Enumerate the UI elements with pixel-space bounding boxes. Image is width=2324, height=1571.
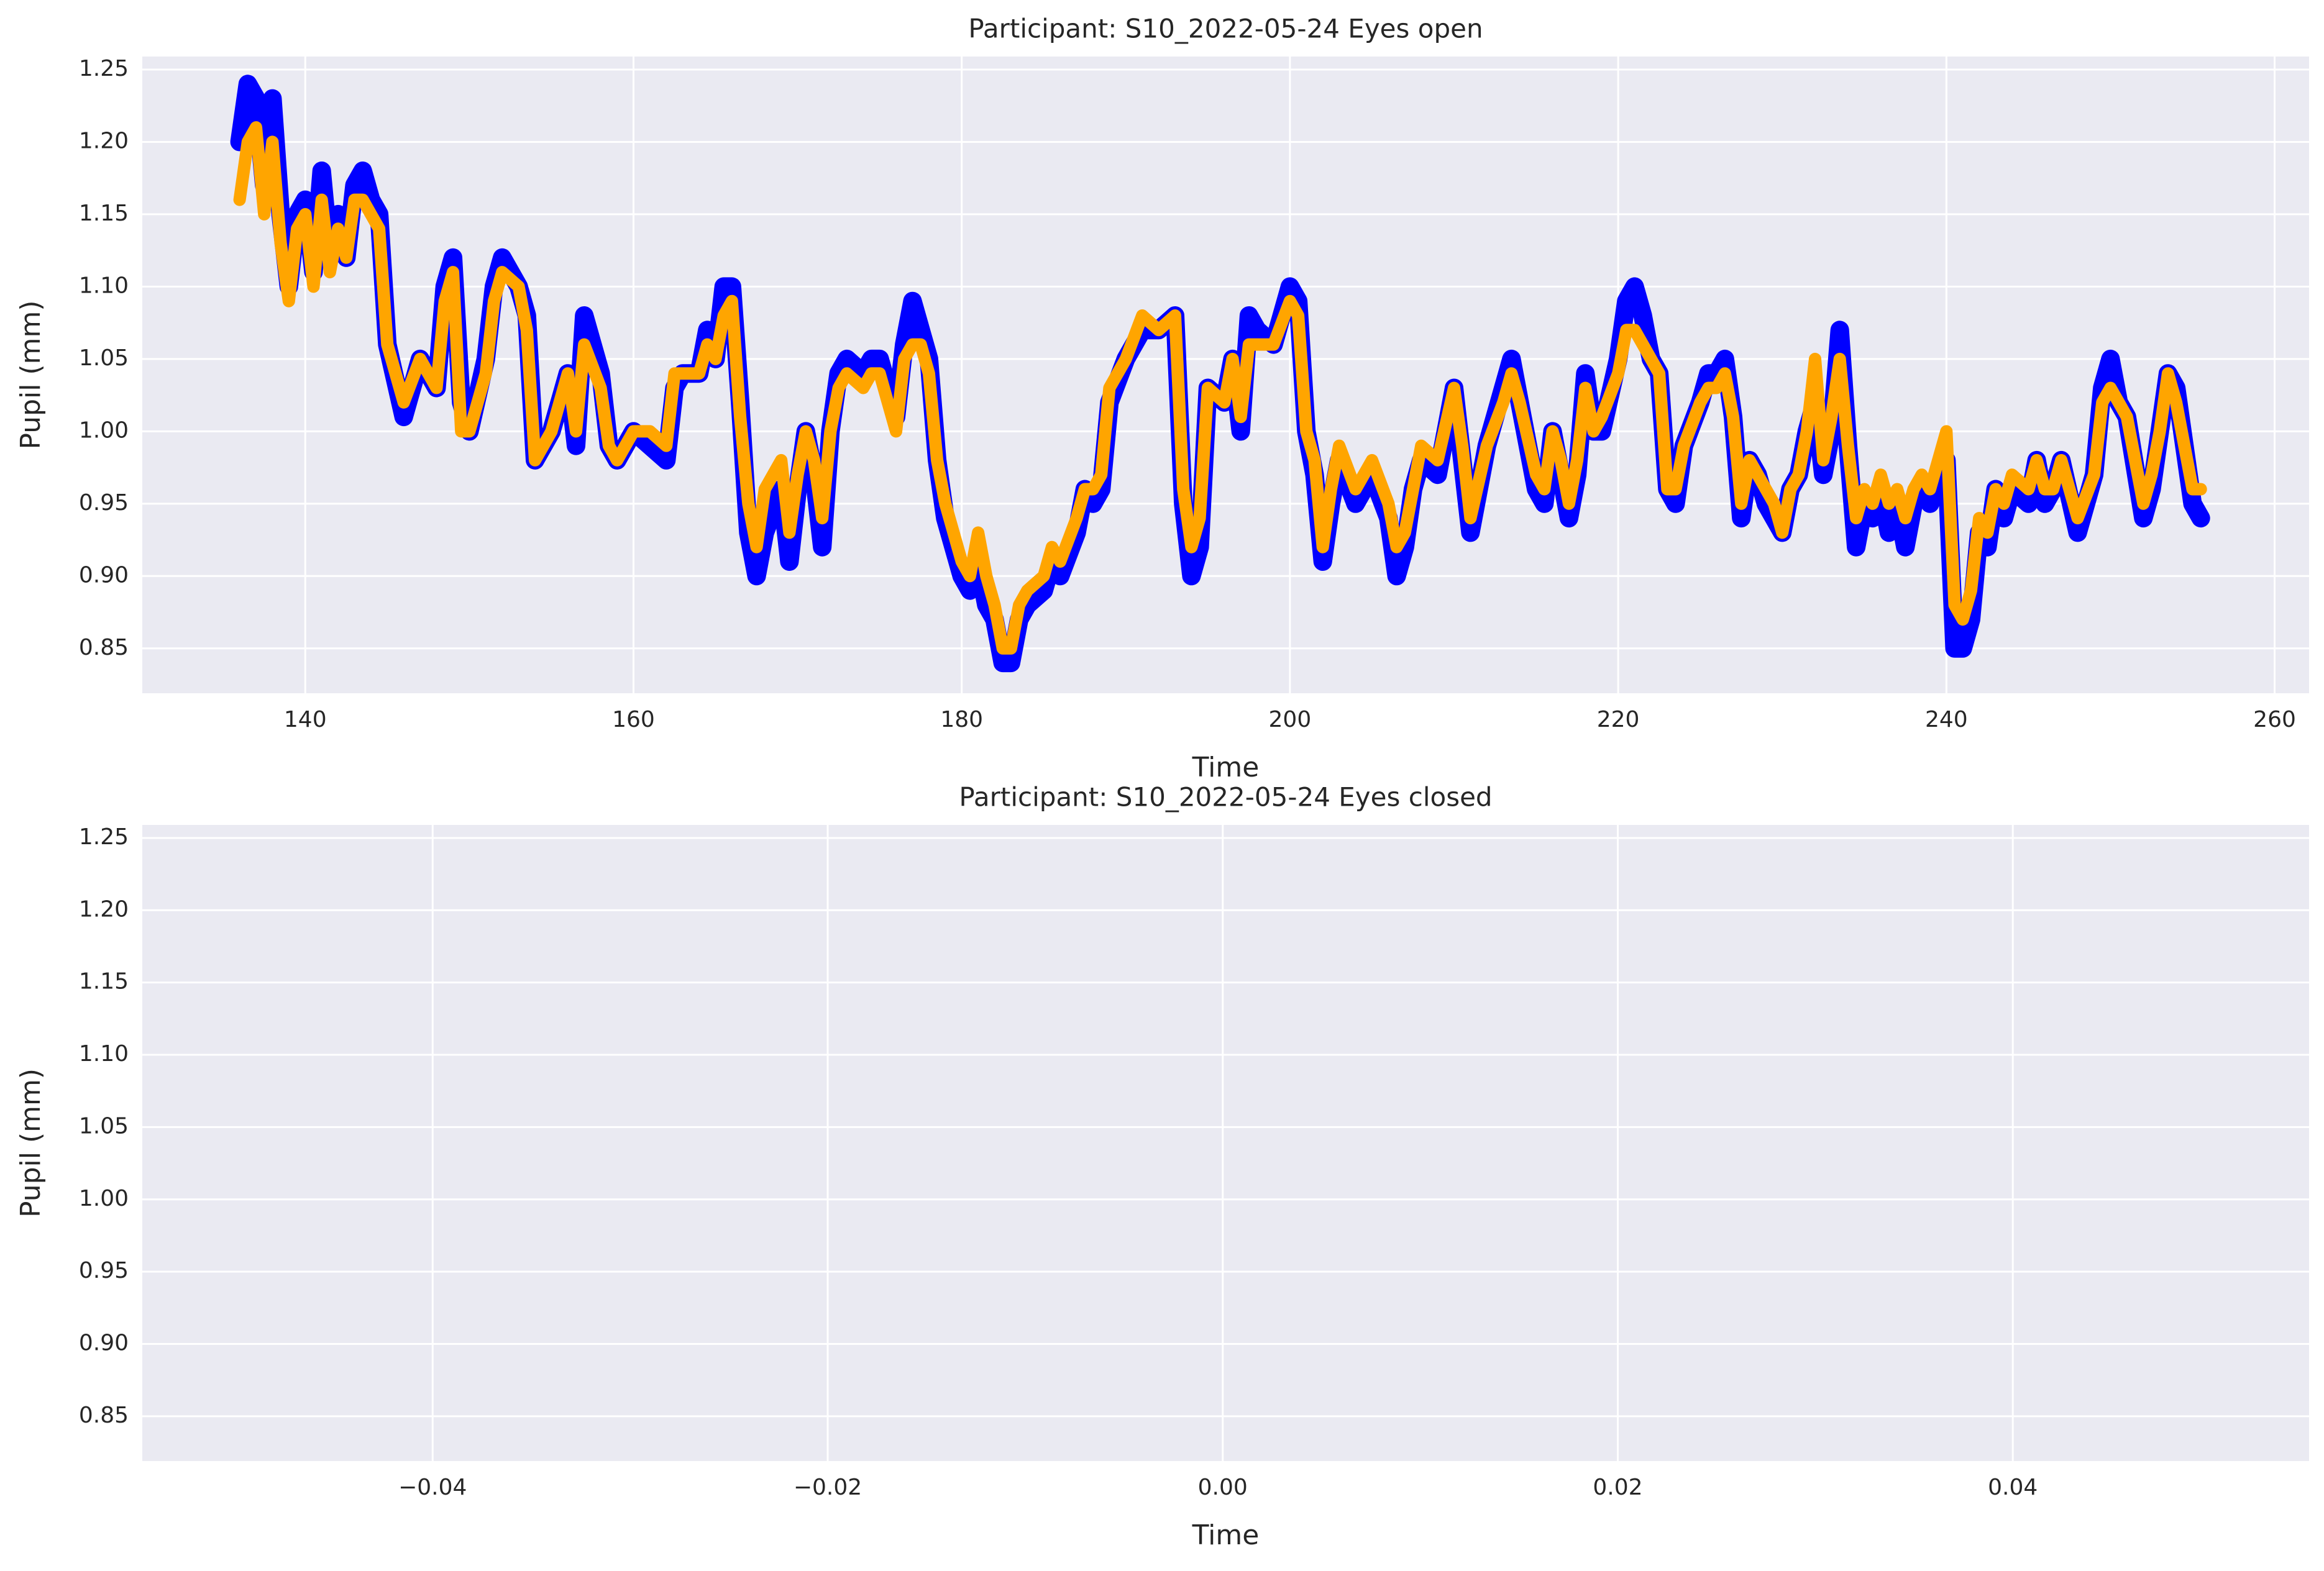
- y-tick-label: 1.20: [79, 896, 129, 922]
- plot-area: [142, 825, 2309, 1461]
- x-tick-label: 240: [1925, 707, 1968, 732]
- y-axis-label: Pupil (mm): [15, 1068, 47, 1218]
- y-tick-label: 1.20: [79, 128, 129, 153]
- data-line: [233, 121, 2207, 655]
- y-tick-label: 1.25: [79, 824, 129, 850]
- y-tick-label: 1.15: [79, 201, 129, 226]
- x-tick-label: 160: [612, 707, 655, 732]
- x-tick-label: 0.04: [1988, 1475, 2038, 1500]
- x-tick-label: 220: [1597, 707, 1640, 732]
- x-tick-label: 0.00: [1198, 1475, 1248, 1500]
- x-tick-label: 260: [2253, 707, 2296, 732]
- x-tick-label: −0.02: [794, 1475, 862, 1500]
- y-tick-label: 1.15: [79, 969, 129, 995]
- x-tick-label: 140: [284, 707, 327, 732]
- y-tick-label: 0.85: [79, 1403, 129, 1428]
- x-axis-label: Time: [1192, 752, 1260, 783]
- x-tick-label: −0.04: [398, 1475, 467, 1500]
- y-tick-label: 1.00: [79, 417, 129, 443]
- y-tick-label: 0.85: [79, 635, 129, 660]
- y-tick-label: 0.90: [79, 1330, 129, 1355]
- y-tick-label: 1.00: [79, 1186, 129, 1211]
- x-tick-label: 0.02: [1593, 1475, 1642, 1500]
- y-tick-label: 1.10: [79, 273, 129, 298]
- y-tick-label: 0.90: [79, 562, 129, 588]
- chart-title: Participant: S10_2022-05-24 Eyes closed: [959, 782, 1492, 813]
- x-tick-label: 180: [940, 707, 983, 732]
- y-tick-label: 1.25: [79, 56, 129, 81]
- y-tick-label: 1.10: [79, 1041, 129, 1067]
- y-tick-label: 0.95: [79, 1258, 129, 1283]
- y-tick-label: 1.05: [79, 1113, 129, 1139]
- x-tick-label: 200: [1269, 707, 1312, 732]
- y-axis-label: Pupil (mm): [15, 300, 47, 449]
- x-axis-label: Time: [1192, 1519, 1260, 1551]
- y-tick-label: 0.95: [79, 490, 129, 516]
- chart-title: Participant: S10_2022-05-24 Eyes open: [968, 14, 1483, 44]
- y-tick-label: 1.05: [79, 345, 129, 371]
